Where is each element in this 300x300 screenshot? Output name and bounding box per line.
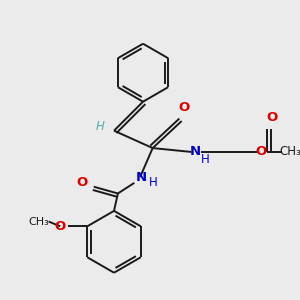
Text: H: H: [149, 176, 158, 189]
Text: O: O: [76, 176, 88, 189]
Text: H: H: [200, 153, 209, 166]
Text: CH₃: CH₃: [28, 217, 49, 226]
Text: N: N: [190, 146, 201, 158]
Text: O: O: [55, 220, 66, 233]
Text: CH₃: CH₃: [279, 146, 300, 158]
Text: H: H: [96, 120, 105, 133]
Text: O: O: [178, 101, 189, 114]
Text: O: O: [255, 146, 266, 158]
Text: N: N: [136, 171, 147, 184]
Text: O: O: [267, 111, 278, 124]
